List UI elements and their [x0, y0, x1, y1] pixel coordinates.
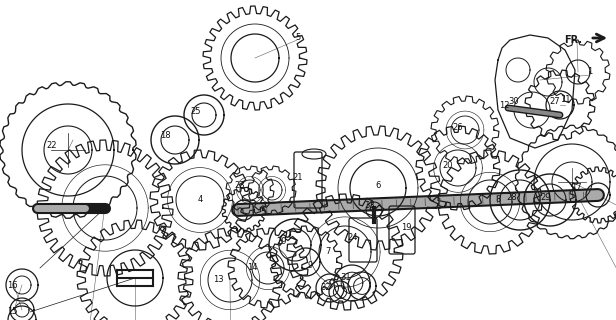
Text: 32: 32: [321, 284, 331, 292]
Text: 28: 28: [507, 194, 517, 203]
Text: 27: 27: [549, 98, 561, 107]
Text: 23: 23: [235, 180, 245, 189]
Text: 17: 17: [570, 183, 582, 193]
Text: 21: 21: [293, 173, 303, 182]
Text: 14: 14: [247, 263, 257, 273]
Text: 7: 7: [325, 247, 331, 257]
Text: 25: 25: [191, 108, 201, 116]
Text: 29: 29: [541, 194, 551, 203]
Text: 22: 22: [47, 140, 57, 149]
Text: 11: 11: [560, 95, 570, 105]
Text: 9: 9: [307, 260, 313, 269]
Text: 5: 5: [296, 34, 301, 43]
Text: 13: 13: [213, 276, 224, 284]
Text: 19: 19: [401, 223, 411, 233]
Text: 4: 4: [197, 196, 203, 204]
Text: 30: 30: [509, 98, 519, 107]
Text: 8: 8: [495, 196, 501, 204]
Text: 33: 33: [365, 201, 375, 210]
Text: 29: 29: [277, 237, 287, 246]
Text: 20: 20: [443, 161, 453, 170]
Text: 18: 18: [160, 131, 170, 140]
Text: 16: 16: [7, 281, 17, 290]
Text: 15: 15: [7, 308, 17, 316]
Text: 12: 12: [499, 100, 509, 109]
Text: 1: 1: [588, 68, 593, 76]
Text: 6: 6: [375, 180, 381, 189]
Text: 24: 24: [348, 234, 359, 243]
Text: 31: 31: [341, 274, 351, 283]
Text: 26: 26: [453, 124, 463, 132]
Text: FR.: FR.: [564, 35, 582, 45]
